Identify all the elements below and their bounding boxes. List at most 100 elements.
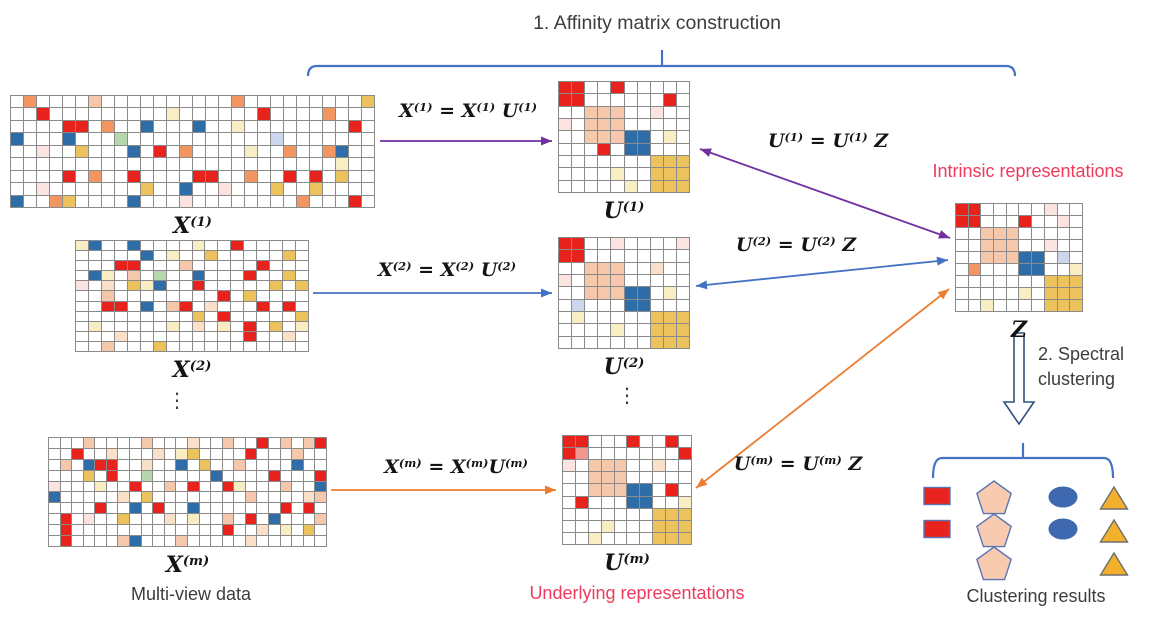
- matrix-cell: [296, 291, 308, 301]
- matrix-cell: [258, 145, 270, 158]
- matrix-cell: [303, 503, 315, 514]
- matrix-cell: [270, 251, 283, 261]
- equation-xm: X(m) = X(m)U(m): [384, 456, 528, 478]
- matrix-cell: [206, 108, 218, 120]
- matrix-cell: [297, 195, 309, 207]
- matrix-cell: [60, 492, 72, 503]
- matrix-cell: [153, 301, 166, 311]
- matrix-cell: [258, 195, 270, 207]
- matrix-cell: [245, 133, 257, 145]
- matrix-cell: [270, 301, 283, 311]
- arrowhead-u2-z-back: [696, 280, 708, 290]
- matrix-cell: [257, 536, 269, 546]
- matrix-cell: [140, 301, 153, 311]
- matrix-cell: [650, 82, 663, 94]
- matrix-cell: [205, 261, 218, 271]
- matrix-cell: [362, 158, 374, 170]
- matrix-cell: [637, 106, 650, 118]
- matrix-cell: [76, 145, 88, 158]
- matrix-cell: [559, 106, 572, 118]
- matrix-cell: [141, 503, 153, 514]
- matrix-cell: [167, 170, 179, 183]
- matrix-cell: [303, 470, 315, 481]
- matrix-cell: [60, 448, 72, 459]
- matrix-cell: [585, 324, 598, 336]
- matrix-cell: [271, 133, 283, 145]
- matrix-cell: [244, 271, 257, 281]
- matrix-cell: [663, 299, 676, 311]
- matrix-cell: [1019, 216, 1032, 227]
- matrix-cell: [167, 133, 179, 145]
- matrix-cell: [676, 238, 689, 250]
- equation-umz: U(m) = U(m) Z: [733, 453, 863, 475]
- matrix-cell: [598, 94, 611, 106]
- matrix-cell: [232, 170, 244, 183]
- matrix-cell: [981, 240, 994, 251]
- matrix-cell: [588, 496, 601, 508]
- matrix-cell: [559, 311, 572, 324]
- matrix-cell: [653, 508, 666, 520]
- matrix-cell: [563, 508, 575, 520]
- matrix-cell: [650, 250, 663, 262]
- matrix-cell: [563, 520, 575, 532]
- matrix-cell: [234, 481, 245, 492]
- arrowhead-u2-z: [936, 256, 948, 266]
- matrix-cell: [280, 514, 292, 525]
- matrix-cell: [180, 170, 192, 183]
- arrowhead-x1-to-u1: [541, 136, 552, 146]
- matrix-cell: [257, 525, 269, 536]
- matrix-cell: [83, 503, 95, 514]
- matrix-cell: [280, 438, 292, 448]
- matrix-cell: [72, 503, 83, 514]
- cluster-pentagon: [976, 513, 1012, 548]
- matrix-cell: [310, 120, 322, 133]
- matrix-cell: [153, 492, 164, 503]
- matrix-cell: [193, 170, 205, 183]
- matrix-cell: [257, 481, 269, 492]
- matrix-cell: [115, 158, 127, 170]
- matrix-cell: [206, 158, 218, 170]
- matrix-cell: [232, 120, 244, 133]
- matrix-cell: [114, 241, 127, 251]
- matrix-cell: [166, 291, 179, 301]
- matrix-cell: [1070, 216, 1082, 227]
- matrix-cell: [611, 180, 624, 192]
- matrix-cell: [234, 536, 245, 546]
- matrix-cell: [336, 133, 348, 145]
- matrix-cell: [199, 459, 211, 470]
- matrix-cell: [598, 180, 611, 192]
- matrix-cell: [193, 96, 205, 108]
- matrix-cell: [1057, 288, 1070, 299]
- matrix-cell: [153, 241, 166, 251]
- matrix-cell: [127, 291, 140, 301]
- matrix-cell: [271, 145, 283, 158]
- matrix-cell: [72, 438, 83, 448]
- matrix-cell: [666, 508, 679, 520]
- matrix-cell: [141, 481, 153, 492]
- matrix-cell: [60, 503, 72, 514]
- matrix-cell: [222, 438, 234, 448]
- matrix-cell: [624, 287, 637, 299]
- matrix-cell: [199, 536, 211, 546]
- matrix-cell: [211, 514, 222, 525]
- matrix-cell: [637, 274, 650, 287]
- matrix-cell: [1032, 276, 1044, 287]
- matrix-cell: [106, 438, 118, 448]
- arrowhead-u1-z-back: [938, 230, 950, 239]
- matrix-cell: [257, 261, 270, 271]
- matrix-cell: [1044, 216, 1057, 227]
- matrix-cell: [193, 145, 205, 158]
- matrix-cell: [141, 448, 153, 459]
- matrix-cell: [231, 251, 244, 261]
- matrix-cell: [611, 94, 624, 106]
- matrix-cell: [106, 459, 118, 470]
- matrix-cell: [270, 341, 283, 351]
- matrix-cell: [284, 170, 296, 183]
- matrix-cell: [234, 514, 245, 525]
- matrix-cell: [598, 118, 611, 131]
- matrix-cell: [130, 448, 141, 459]
- matrix-cell: [176, 470, 187, 481]
- matrix-cell: [244, 291, 257, 301]
- matrix-cell: [1070, 240, 1082, 251]
